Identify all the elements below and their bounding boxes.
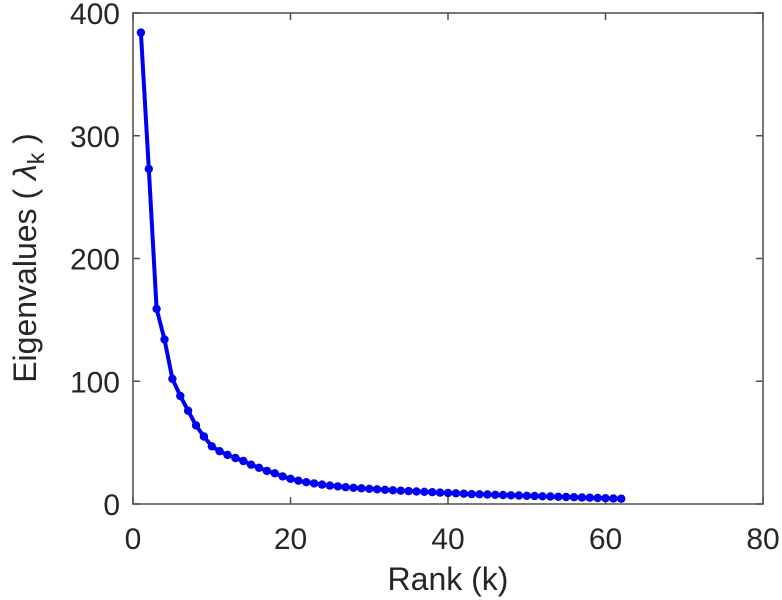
data-point-marker: [349, 483, 358, 492]
data-point-marker: [530, 491, 539, 501]
data-point-marker: [372, 485, 382, 494]
data-point-marker: [278, 472, 287, 481]
data-point-marker: [333, 482, 342, 491]
data-point-marker: [207, 442, 216, 451]
data-point-marker: [577, 493, 587, 502]
data-point-marker: [239, 456, 248, 466]
data-point-marker: [270, 469, 279, 478]
x-tick-label: 20: [274, 523, 307, 556]
data-point-marker: [546, 492, 555, 501]
data-point-marker: [262, 466, 272, 476]
x-tick-label: 40: [431, 523, 464, 556]
data-point-marker: [309, 479, 319, 488]
data-point-marker: [617, 494, 626, 503]
data-point-marker: [435, 488, 445, 497]
x-tick-label: 60: [589, 523, 622, 556]
data-point-marker: [176, 391, 185, 401]
data-point-marker: [341, 483, 350, 492]
data-point-marker: [152, 304, 161, 313]
data-point-marker: [483, 490, 492, 499]
x-tick-label: 0: [125, 523, 142, 556]
data-point-marker: [514, 491, 524, 500]
data-point-marker: [136, 28, 146, 37]
data-point-marker: [191, 421, 201, 430]
data-point-marker: [404, 486, 413, 496]
data-point-marker: [365, 484, 374, 493]
y-axis-label-subscript: k: [23, 152, 49, 164]
data-point-marker: [428, 488, 437, 497]
data-point-marker: [223, 450, 232, 460]
data-point-marker: [609, 494, 618, 503]
data-point-marker: [475, 490, 484, 499]
data-point-marker: [601, 494, 610, 503]
data-point-marker: [396, 486, 405, 495]
data-point-marker: [286, 474, 295, 483]
data-point-marker: [420, 487, 429, 496]
data-point-marker: [491, 490, 500, 499]
data-point-marker: [388, 486, 398, 495]
plot-area: [133, 13, 763, 504]
y-axis-label-prefix: Eigenvalues (: [7, 180, 43, 383]
data-point-marker: [451, 489, 461, 498]
y-tick-label: 200: [70, 244, 120, 277]
lambda-symbol: λ: [7, 164, 43, 182]
x-axis-label: Rank (k): [388, 561, 509, 597]
data-point-marker: [231, 453, 240, 463]
data-point-marker: [561, 492, 571, 502]
x-tick-label: 80: [746, 523, 779, 556]
data-point-marker: [538, 492, 547, 501]
data-point-marker: [522, 491, 531, 500]
data-point-marker: [317, 480, 327, 489]
data-point-marker: [325, 481, 335, 490]
data-point-marker: [168, 374, 177, 383]
y-tick-label: 0: [103, 489, 120, 522]
y-axis-label: Eigenvalues ( λk ): [7, 133, 49, 383]
data-point-marker: [199, 432, 209, 441]
data-point-marker: [215, 447, 224, 456]
y-tick-label: 100: [70, 366, 120, 399]
y-tick-label: 400: [70, 0, 120, 31]
data-point-marker: [357, 484, 366, 493]
data-point-marker: [459, 489, 468, 498]
data-point-marker: [585, 493, 594, 502]
data-point-marker: [144, 164, 153, 174]
data-point-marker: [554, 492, 563, 501]
data-point-marker: [183, 406, 193, 415]
tick-labels: 0 20 40 60 80 0 100 200 300 400: [70, 0, 780, 556]
y-axis-label-suffix: ): [7, 133, 43, 153]
plot-border: [132, 12, 764, 505]
y-tick-label: 300: [70, 121, 120, 154]
data-point-marker: [467, 489, 476, 499]
data-point-marker: [506, 491, 516, 500]
data-point-marker: [412, 487, 421, 496]
data-point-marker: [246, 460, 256, 469]
data-point-marker: [593, 493, 602, 503]
data-point-marker: [498, 490, 508, 500]
data-point-marker: [380, 485, 390, 494]
data-point-marker: [254, 463, 264, 472]
data-point-marker: [302, 478, 311, 487]
data-point-marker: [569, 493, 579, 502]
data-point-marker: [294, 476, 303, 485]
data-point-marker: [160, 335, 169, 344]
data-series: [136, 28, 626, 503]
data-point-marker: [443, 488, 453, 498]
